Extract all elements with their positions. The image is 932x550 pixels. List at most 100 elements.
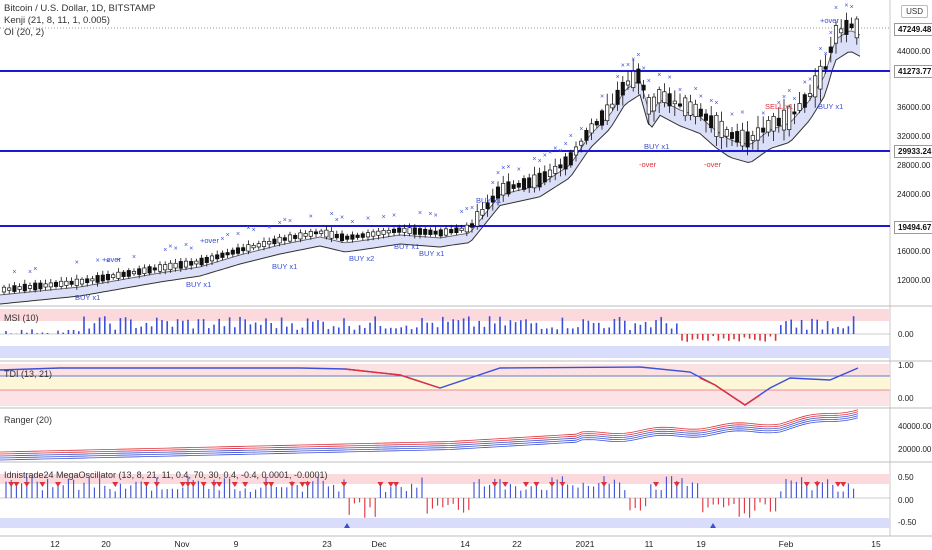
mega-sell-triangle	[533, 482, 540, 487]
sar-marker: ×	[647, 78, 651, 85]
sar-marker: ×	[834, 5, 838, 12]
mega-sell-triangle	[387, 482, 394, 487]
currency-button[interactable]: USD	[901, 5, 928, 18]
candle-body	[391, 228, 397, 233]
sar-marker: ×	[626, 62, 630, 69]
sar-marker: ×	[829, 30, 833, 37]
sar-marker: ×	[792, 96, 796, 103]
candle-body	[667, 93, 672, 107]
candle-body	[38, 282, 43, 290]
mega-sell-triangle	[653, 482, 659, 487]
sar-marker: ×	[174, 246, 178, 253]
ranger-line	[0, 413, 859, 457]
candle-body	[350, 234, 355, 240]
sar-marker: ×	[631, 56, 635, 63]
mega-panel-label[interactable]: Idnistrade24 MegaOscillator (13, 8, 21, …	[4, 470, 328, 480]
candle-body	[334, 233, 339, 239]
sar-marker: ×	[808, 76, 812, 83]
mega-sell-triangle	[601, 482, 607, 487]
tdi-panel-label[interactable]: TDI (13, 21)	[4, 369, 53, 379]
candle-body	[53, 281, 59, 287]
indicator-kenji-label[interactable]: Kenji (21, 8, 11, 1, 0.005)	[4, 15, 110, 26]
signal-label: BUY x1	[75, 293, 101, 302]
candle-body	[521, 178, 527, 190]
candle-body	[64, 280, 69, 286]
mega-sell-triangle	[8, 482, 15, 487]
time-tick: 15	[871, 539, 881, 549]
sar-marker: ×	[824, 51, 828, 58]
candle-body	[662, 91, 667, 103]
sar-marker: ×	[96, 258, 100, 265]
candle-body	[402, 227, 407, 233]
candle-body	[397, 227, 402, 233]
candle-body	[625, 80, 631, 86]
msi-panel-label[interactable]: MSI (10)	[4, 313, 39, 323]
candle-body	[17, 286, 22, 290]
candle-body	[818, 65, 823, 90]
candle-body	[79, 278, 85, 285]
candle-body	[854, 18, 859, 39]
candle-body	[59, 280, 64, 287]
candle-body	[620, 81, 625, 96]
candle-body	[241, 247, 246, 252]
candle-body	[714, 114, 719, 137]
signal-label: SELL x1	[765, 102, 794, 111]
signal-label: BUY x1	[476, 196, 502, 205]
candle-body	[761, 127, 766, 133]
sar-marker: ×	[418, 210, 422, 217]
signal-label: -over	[704, 160, 722, 169]
mega-sell-triangle	[242, 482, 249, 487]
mega-sell-triangle	[216, 482, 223, 487]
signal-label: BUY x1	[186, 280, 212, 289]
candle-body	[766, 120, 771, 133]
candle-body	[740, 129, 745, 147]
tdi-line-bearish	[344, 368, 441, 389]
candle-body	[282, 237, 287, 241]
sar-marker: ×	[678, 87, 682, 94]
time-tick: Nov	[174, 539, 190, 549]
time-tick: 9	[233, 539, 239, 549]
candle-body	[771, 116, 776, 132]
signal-label: -over	[639, 160, 657, 169]
sar-marker: ×	[278, 220, 282, 227]
mega-lower-zone	[0, 518, 890, 528]
candle-body	[121, 271, 126, 277]
candle-body	[90, 278, 95, 282]
sar-marker: ×	[163, 247, 167, 254]
band-lower-line	[0, 51, 861, 305]
sar-marker: ×	[168, 244, 172, 251]
candle-body	[168, 262, 173, 271]
mega-buy-triangle	[710, 523, 716, 528]
sar-marker: ×	[283, 217, 287, 224]
candle-body	[573, 146, 579, 156]
mega-sell-triangle	[814, 482, 821, 487]
sar-marker: ×	[28, 269, 32, 276]
candle-body	[209, 255, 215, 262]
tdi-tick: 0.00	[898, 394, 914, 403]
candle-body	[511, 184, 516, 189]
mega-sell-triangle	[268, 482, 275, 487]
candle-body	[792, 111, 797, 115]
candle-body	[261, 241, 267, 247]
sar-marker: ×	[569, 133, 573, 140]
sar-marker: ×	[366, 216, 370, 223]
signal-label: BUY x1	[394, 242, 420, 251]
candle-body	[256, 243, 261, 248]
ranger-line	[0, 409, 859, 453]
ranger-panel-label[interactable]: Ranger (20)	[4, 415, 53, 425]
candle-body	[589, 123, 594, 134]
sar-marker: ×	[709, 98, 713, 105]
candle-body	[703, 113, 709, 121]
indicator-oi-label[interactable]: OI (20, 2)	[4, 27, 45, 38]
candle-body	[183, 260, 189, 268]
candle-body	[199, 257, 204, 266]
candle-body	[428, 229, 433, 235]
candle-body	[495, 186, 501, 199]
candle-body	[506, 181, 511, 195]
signal-label: BUY x1	[818, 102, 844, 111]
candle-body	[12, 285, 17, 292]
sar-marker: ×	[382, 214, 386, 221]
signal-label: +over	[102, 255, 121, 264]
